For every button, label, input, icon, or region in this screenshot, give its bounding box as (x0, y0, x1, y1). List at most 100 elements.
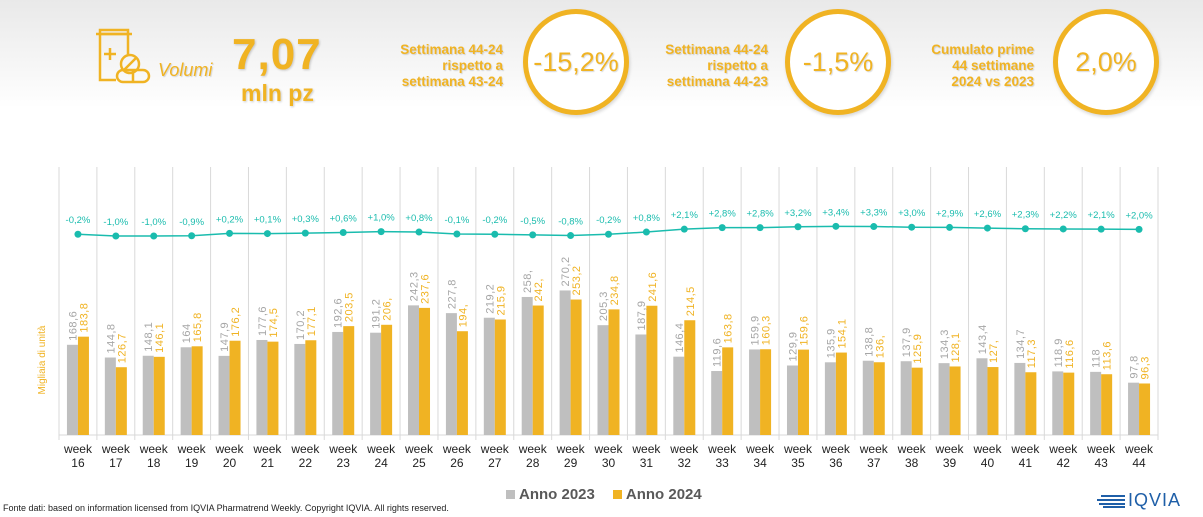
cumulative-growth-point (718, 224, 726, 232)
data-label-2023: 144,8 (105, 324, 117, 354)
x-tick-label: 34 (753, 456, 767, 470)
source-footnote: Fonte dati: based on information license… (3, 503, 449, 513)
bar-2023 (711, 371, 723, 435)
cumulative-growth-point (339, 228, 347, 236)
data-label-2024: 126,7 (116, 333, 128, 363)
data-label-2024: 128,1 (950, 332, 962, 362)
data-label-2023: 270,2 (560, 256, 572, 286)
data-label-2024: 183,8 (78, 303, 90, 333)
kpi-week-vs-prev-label: Settimana 44-24 rispetto a settimana 43-… (390, 42, 503, 90)
x-tick-label: 30 (602, 456, 616, 470)
cumulative-growth-label: -0,2% (482, 215, 507, 226)
x-tick-label: week (859, 442, 889, 456)
kpi-cumulative-circle: 2,0% (1053, 9, 1159, 115)
bar-2023 (142, 355, 154, 435)
data-label-2024: 154,1 (836, 319, 848, 349)
cumulative-growth-label: +3,4% (822, 207, 850, 218)
x-tick-label: 17 (109, 456, 123, 470)
cumulative-growth-point (1135, 225, 1143, 233)
x-tick-label: week (442, 442, 472, 456)
x-tick-label: 38 (905, 456, 919, 470)
x-tick-label: week (897, 442, 927, 456)
bar-2024 (684, 320, 696, 435)
cumulative-growth-label: -0,1% (444, 215, 469, 226)
bar-2023 (673, 356, 685, 435)
bar-2024 (77, 336, 89, 435)
data-label-2023: 170,2 (295, 310, 307, 340)
data-label-2023: 97,8 (1129, 355, 1141, 378)
x-tick-label: week (783, 442, 813, 456)
data-label-2023: 164 (181, 323, 193, 343)
bar-2023 (900, 361, 912, 435)
x-tick-label: week (63, 442, 93, 456)
x-tick-label: week (139, 442, 169, 456)
volumi-label: Volumi (158, 60, 213, 80)
x-tick-label: 27 (488, 456, 502, 470)
x-tick-label: 33 (716, 456, 730, 470)
data-label-2023: 192,6 (333, 298, 345, 328)
kpi-label-line: Cumulato prime (931, 42, 1034, 57)
data-label-2023: 134,3 (939, 329, 951, 359)
bar-2024 (949, 366, 961, 435)
x-tick-label: week (821, 442, 851, 456)
bar-2023 (294, 343, 306, 435)
bar-2024 (305, 340, 317, 435)
bar-2024 (760, 349, 772, 435)
x-tick-label: week (669, 442, 699, 456)
kpi-label-line: 44 settimane (952, 58, 1034, 73)
kpi-week-vs-last-year-value: -1,5% (802, 46, 874, 77)
kpi-cumulative-label: Cumulato prime 44 settimane 2024 vs 2023 (918, 42, 1034, 90)
data-label-2024: 237,6 (420, 274, 432, 304)
cumulative-growth-point (453, 230, 461, 238)
kpi-label-line: settimana 44-23 (666, 74, 768, 89)
x-tick-label: week (252, 442, 282, 456)
cumulative-growth-point (415, 228, 423, 236)
bar-2024 (381, 324, 393, 435)
cumulative-growth-point (1097, 225, 1105, 233)
kpi-week-vs-last-year-circle: -1,5% (785, 9, 891, 115)
x-tick-label: week (935, 442, 965, 456)
x-tick-label: 41 (1019, 456, 1033, 470)
data-label-2023: 168,6 (67, 311, 79, 341)
x-tick-label: week (177, 442, 207, 456)
kpi-label-line: rispetto a (707, 58, 768, 73)
x-tick-label: week (1048, 442, 1078, 456)
cumulative-growth-label: +2,9% (936, 208, 964, 219)
legend-item-2024: Anno 2024 (612, 486, 702, 503)
cumulative-growth-label: -0,2% (66, 215, 91, 226)
data-label-2023: 119,6 (712, 338, 724, 367)
data-label-2023: 146,4 (674, 323, 686, 353)
data-label-2023: 191,2 (371, 299, 383, 329)
iqvia-logo: IQVIA (1097, 490, 1181, 511)
kpi-week-vs-prev-value: -15,2% (533, 46, 619, 77)
legend-item-2023: Anno 2023 (506, 486, 595, 503)
cumulative-growth-point (756, 224, 764, 232)
bar-2023 (938, 363, 950, 435)
x-tick-label: week (1086, 442, 1116, 456)
kpi-week-vs-prev-circle: -15,2% (523, 9, 629, 115)
data-label-2024: 176,2 (230, 307, 242, 337)
data-label-2024: 242, (533, 278, 545, 301)
x-tick-label: week (328, 442, 358, 456)
cumulative-growth-label: +0,8% (405, 213, 433, 224)
data-label-2024: 214,5 (685, 286, 697, 316)
data-label-2024: 215,9 (495, 285, 507, 315)
bar-2024 (153, 356, 165, 435)
cumulative-growth-label: +3,3% (860, 208, 888, 219)
cumulative-growth-point (1021, 225, 1029, 233)
x-tick-label: 28 (526, 456, 540, 470)
x-tick-label: week (972, 442, 1002, 456)
bar-2024 (115, 367, 127, 435)
bar-2023 (180, 347, 192, 435)
x-tick-label: week (366, 442, 396, 456)
cumulative-growth-label: +2,6% (974, 209, 1002, 220)
bar-2024 (532, 305, 544, 435)
bar-2024 (987, 367, 999, 435)
data-label-2023: 138,8 (863, 327, 875, 357)
data-label-2023: 143,4 (977, 324, 989, 354)
data-label-2023: 258, (522, 270, 534, 293)
x-tick-label: 44 (1132, 456, 1146, 470)
cumulative-growth-label: -0,2% (596, 215, 621, 226)
cumulative-growth-point (567, 232, 575, 240)
